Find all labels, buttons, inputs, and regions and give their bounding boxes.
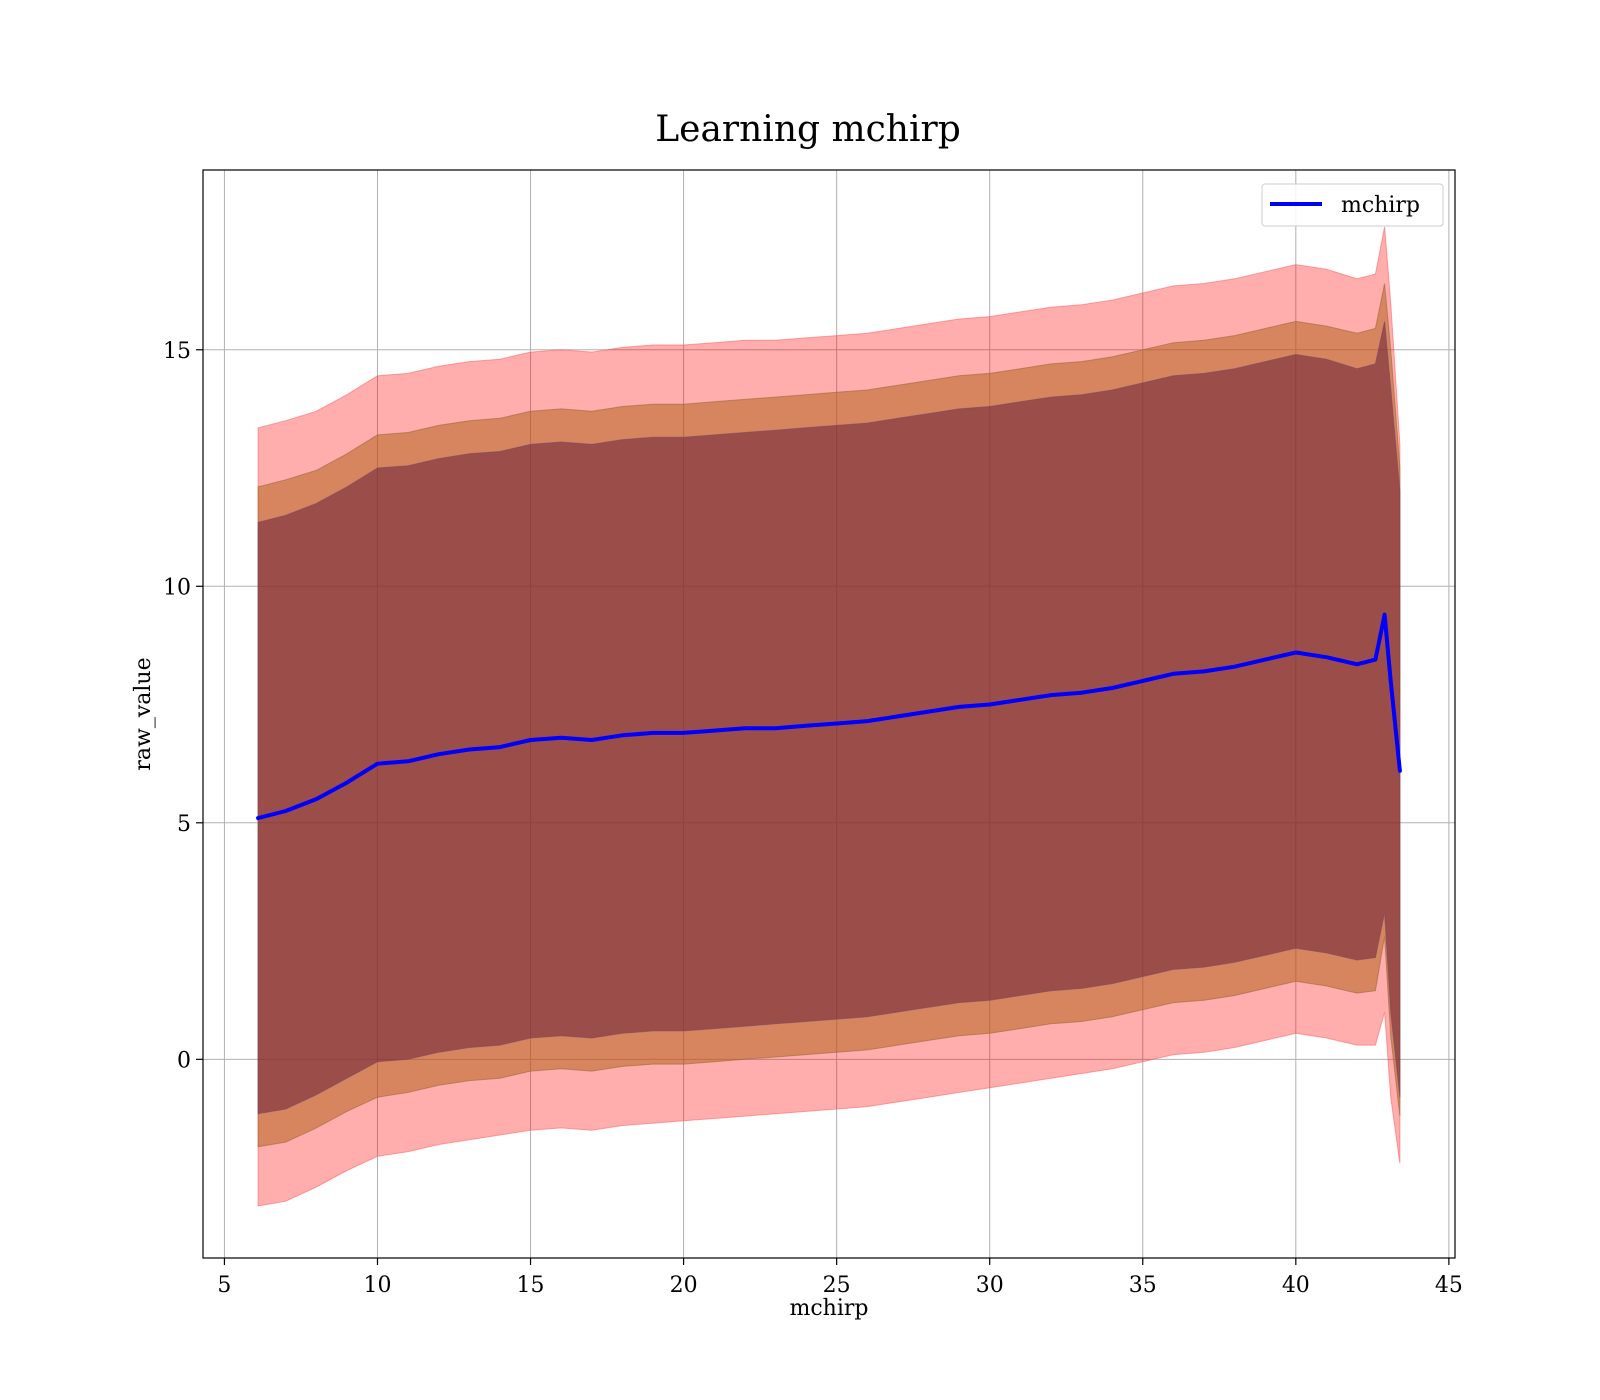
legend-label: mchirp bbox=[1341, 193, 1420, 218]
x-tick-label: 40 bbox=[1282, 1273, 1310, 1298]
legend-box bbox=[1261, 183, 1444, 227]
y-tick-label: 0 bbox=[177, 1048, 191, 1073]
y-axis-label: raw_value bbox=[131, 657, 156, 770]
series-line-mchirp bbox=[256, 612, 1402, 821]
band-layer bbox=[257, 226, 1401, 1207]
x-axis-label: mchirp bbox=[790, 1296, 869, 1321]
y-tick-label: 15 bbox=[163, 339, 191, 364]
x-tick-label: 20 bbox=[670, 1273, 698, 1298]
x-tick-label: 15 bbox=[517, 1273, 545, 1298]
tick-layer: 5 10 15 20 25 30 35 40 45 0 5 10 15 bbox=[163, 339, 1463, 1298]
x-tick-label: 10 bbox=[363, 1273, 391, 1298]
confidence-band-inner bbox=[257, 321, 1401, 1115]
plot-frame bbox=[202, 169, 1456, 1259]
x-tick-label: 25 bbox=[823, 1273, 851, 1298]
y-tick-label: 10 bbox=[163, 575, 191, 600]
x-tick-label: 30 bbox=[976, 1273, 1004, 1298]
line-layer bbox=[256, 612, 1402, 821]
legend: mchirp bbox=[1261, 183, 1444, 227]
x-tick-label: 5 bbox=[217, 1273, 231, 1298]
y-tick-label: 5 bbox=[177, 812, 191, 837]
x-tick-label: 35 bbox=[1129, 1273, 1157, 1298]
chart-title: Learning mchirp bbox=[655, 109, 961, 150]
x-tick-label: 45 bbox=[1435, 1273, 1463, 1298]
